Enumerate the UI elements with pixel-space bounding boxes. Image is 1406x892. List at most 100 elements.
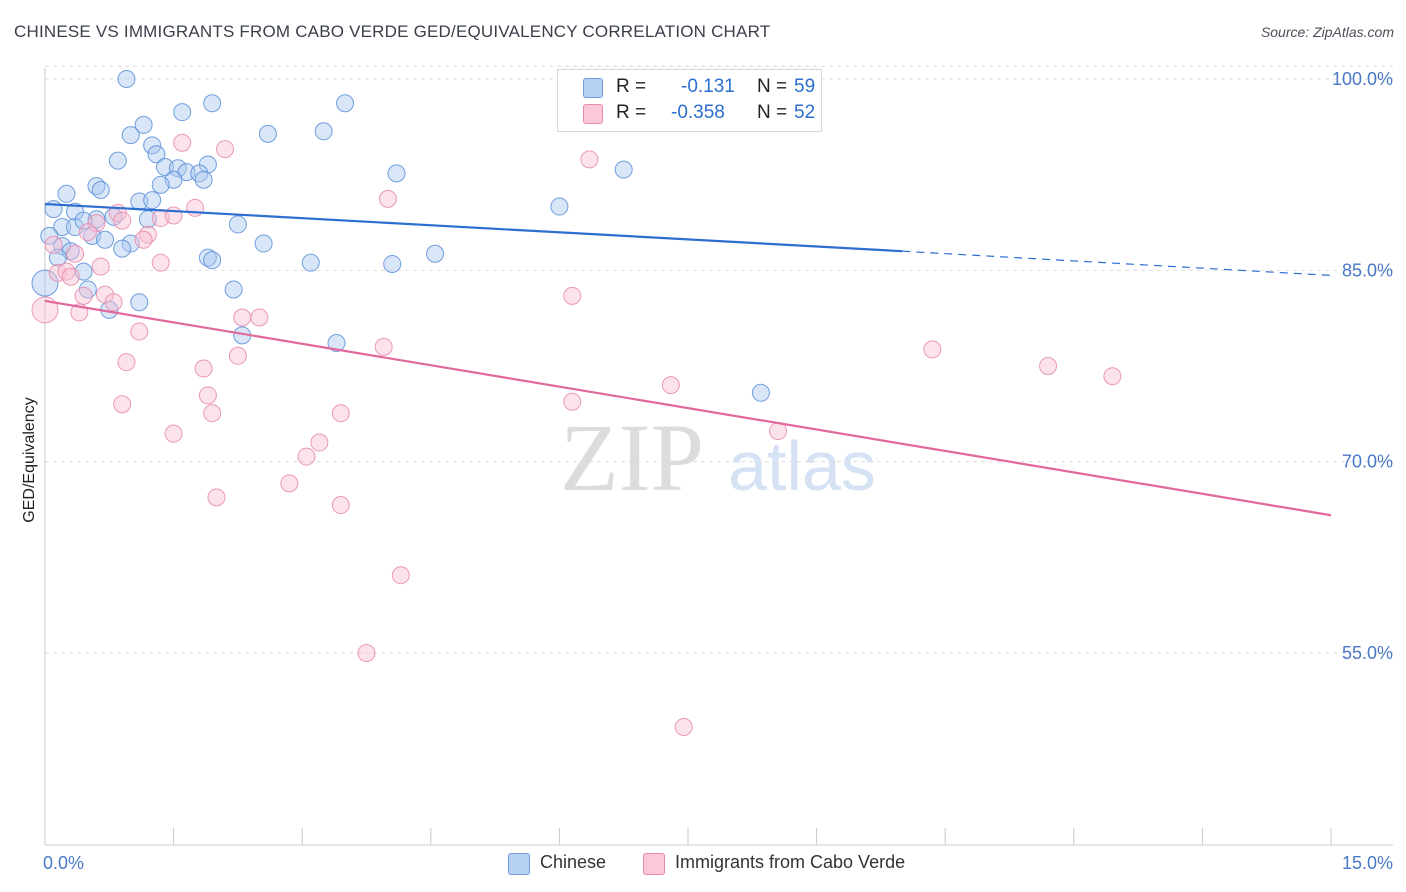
- data-point-cabo-verde: [563, 286, 582, 305]
- trend-line-cabo-verde: [44, 299, 1332, 517]
- data-point-cabo-verde: [391, 566, 410, 585]
- data-point-cabo-verde: [1039, 357, 1058, 375]
- data-point-cabo-verde: [203, 404, 222, 423]
- data-point-chinese: [53, 217, 72, 236]
- y-tick-label: 55.0%: [1342, 643, 1393, 663]
- bottom-legend-label-chinese: Chinese: [540, 852, 607, 872]
- data-point-cabo-verde: [44, 235, 63, 254]
- data-point-chinese: [168, 159, 187, 178]
- x-tick-label: 0.0%: [43, 853, 84, 873]
- data-point-cabo-verde: [250, 308, 269, 327]
- y-tick-label: 85.0%: [1342, 260, 1393, 280]
- data-point-cabo-verde: [61, 267, 80, 286]
- data-point-cabo-verde: [228, 346, 247, 365]
- legend-n-label: N =: [757, 102, 788, 123]
- watermark-zip: ZIP: [560, 404, 704, 511]
- data-point-chinese: [314, 122, 333, 141]
- data-point-chinese: [336, 94, 355, 113]
- y-tick-label: 70.0%: [1342, 452, 1393, 472]
- data-point-chinese: [138, 210, 157, 229]
- data-point-chinese: [550, 197, 569, 216]
- data-point-cabo-verde: [198, 386, 217, 405]
- data-point-cabo-verde: [134, 230, 153, 249]
- data-point-chinese: [108, 151, 127, 170]
- data-point-cabo-verde: [113, 395, 132, 414]
- data-point-cabo-verde: [117, 353, 136, 372]
- data-point-cabo-verde: [280, 474, 299, 493]
- data-point-chinese: [151, 175, 170, 194]
- data-point-cabo-verde: [31, 296, 59, 324]
- data-point-chinese: [203, 94, 222, 113]
- legend-n-label: N =: [757, 76, 788, 97]
- legend-swatch-cabo-verde: [583, 104, 603, 124]
- data-point-cabo-verde: [164, 206, 183, 225]
- data-point-cabo-verde: [580, 150, 599, 169]
- data-point-chinese: [387, 164, 406, 183]
- data-point-cabo-verde: [130, 322, 149, 341]
- data-point-chinese: [31, 269, 59, 297]
- data-point-cabo-verde: [164, 424, 183, 443]
- data-point-cabo-verde: [74, 286, 93, 305]
- legend-r-label: R =: [616, 76, 647, 97]
- data-point-cabo-verde: [331, 404, 350, 423]
- data-point-cabo-verde: [331, 496, 350, 515]
- data-point-chinese: [143, 136, 162, 155]
- legend-r-label: R =: [616, 102, 647, 123]
- data-point-chinese: [87, 210, 106, 229]
- x-tick-label: 15.0%: [1342, 853, 1393, 873]
- data-point-cabo-verde: [78, 223, 97, 242]
- data-point-chinese: [224, 280, 243, 299]
- data-point-chinese: [426, 244, 445, 263]
- data-point-chinese: [254, 234, 273, 253]
- data-point-cabo-verde: [151, 253, 170, 272]
- data-point-cabo-verde: [233, 308, 252, 327]
- data-point-cabo-verde: [674, 717, 693, 736]
- watermark-atlas: atlas: [728, 427, 876, 505]
- data-point-chinese: [194, 170, 213, 189]
- watermark: ZIP atlas: [560, 404, 876, 511]
- data-point-cabo-verde: [1103, 367, 1122, 386]
- trend-line-chinese-dashed: [902, 250, 1332, 277]
- bottom-legend-label-cabo-verde: Immigrants from Cabo Verde: [675, 852, 906, 872]
- data-point-chinese: [130, 293, 149, 312]
- data-point-cabo-verde: [357, 644, 376, 662]
- data-point-cabo-verde: [104, 293, 123, 312]
- data-point-chinese: [614, 160, 633, 179]
- trend-lines: [44, 202, 1332, 517]
- gridlines: [45, 65, 1393, 654]
- data-point-chinese: [156, 158, 175, 177]
- data-point-cabo-verde: [563, 392, 582, 411]
- data-point-cabo-verde: [194, 359, 213, 378]
- bottom-legend-swatch-cabo-verde: [643, 853, 665, 875]
- data-point-cabo-verde: [173, 133, 192, 152]
- trend-line-chinese: [44, 202, 903, 253]
- axes: [44, 68, 1393, 846]
- data-point-chinese: [258, 124, 277, 143]
- data-point-cabo-verde: [91, 257, 110, 276]
- data-point-chinese: [143, 191, 162, 210]
- data-point-chinese: [327, 334, 346, 353]
- data-point-cabo-verde: [310, 433, 329, 452]
- legend-r-value-chinese: -0.131: [681, 76, 735, 97]
- stats-legend: R = -0.131 N = 59 R = -0.358 N = 52: [557, 69, 822, 132]
- legend-n-value-cabo-verde: 52: [794, 102, 816, 123]
- data-point-cabo-verde: [66, 244, 85, 263]
- tick-labels: 55.0% 70.0% 85.0% 100.0% 0.0% 15.0%: [43, 69, 1393, 873]
- data-point-cabo-verde: [216, 140, 235, 159]
- chart-title: CHINESE VS IMMIGRANTS FROM CABO VERDE GE…: [14, 22, 771, 41]
- data-point-cabo-verde: [186, 198, 205, 217]
- data-point-cabo-verde: [297, 447, 316, 466]
- data-point-chinese: [228, 215, 247, 234]
- data-point-cabo-verde: [378, 189, 397, 208]
- data-point-chinese: [173, 103, 192, 122]
- data-point-chinese: [113, 239, 132, 258]
- y-tick-label: 100.0%: [1332, 69, 1393, 89]
- data-points: [31, 70, 1122, 736]
- legend-swatch-chinese: [583, 78, 603, 98]
- data-point-chinese: [121, 126, 140, 145]
- data-point-cabo-verde: [207, 488, 226, 507]
- data-point-chinese: [91, 180, 110, 199]
- data-point-chinese: [40, 226, 59, 245]
- data-point-cabo-verde: [374, 337, 393, 356]
